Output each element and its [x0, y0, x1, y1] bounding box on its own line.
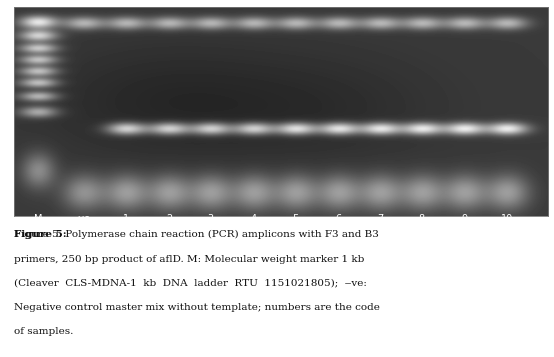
Text: 7: 7	[377, 214, 383, 224]
Text: (Cleaver  CLS-MDNA-1  kb  DNA  ladder  RTU  1151021805);  ‒ve:: (Cleaver CLS-MDNA-1 kb DNA ladder RTU 11…	[14, 279, 367, 288]
Text: 2: 2	[166, 214, 172, 224]
Text: 8: 8	[419, 214, 425, 224]
Text: 5: 5	[293, 214, 299, 224]
Text: 3: 3	[208, 214, 214, 224]
Text: M: M	[34, 214, 42, 224]
Text: 6: 6	[335, 214, 341, 224]
Text: 1: 1	[123, 214, 129, 224]
Text: Figure 5:: Figure 5:	[14, 230, 66, 239]
Text: primers, 250 bp product of aflD. M: Molecular weight marker 1 kb: primers, 250 bp product of aflD. M: Mole…	[14, 255, 364, 263]
Text: Negative control master mix without template; numbers are the code: Negative control master mix without temp…	[14, 303, 379, 312]
Text: Figure 5: Polymerase chain reaction (PCR) amplicons with F3 and B3: Figure 5: Polymerase chain reaction (PCR…	[14, 230, 379, 240]
Text: 10: 10	[501, 214, 513, 224]
Text: of samples.: of samples.	[14, 327, 73, 336]
Text: -ve: -ve	[76, 214, 91, 224]
Text: 9: 9	[461, 214, 467, 224]
Text: 4: 4	[250, 214, 257, 224]
